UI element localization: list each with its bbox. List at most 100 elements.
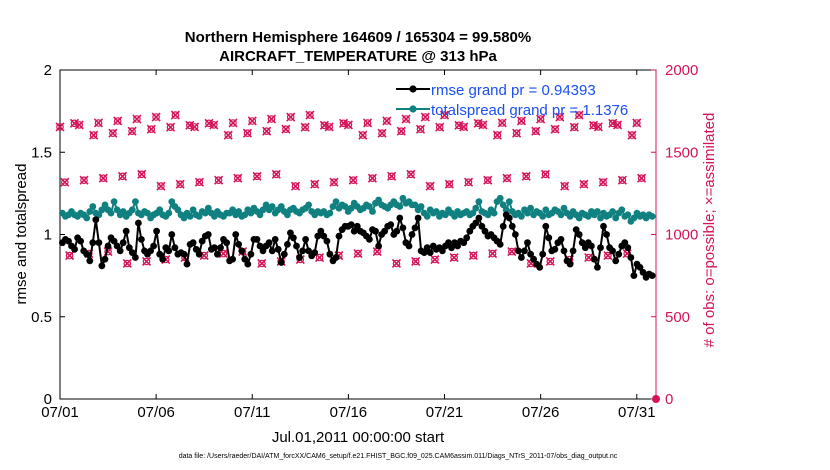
rmse-point: [192, 245, 200, 253]
rmse-point: [408, 231, 416, 238]
obs-assimilated-marker: [415, 124, 426, 134]
obs-possible-marker: [142, 257, 151, 266]
rmse-point: [256, 242, 264, 250]
obs-possible-marker: [541, 170, 550, 179]
totalspread-point: [594, 208, 601, 215]
obs-assimilated-marker: [516, 116, 526, 126]
totalspread-point: [369, 208, 376, 215]
rmse-point: [290, 234, 297, 242]
obs-assimilated-marker: [531, 126, 541, 136]
obs-count-markers: [55, 110, 660, 403]
totalspread-point: [560, 204, 568, 212]
obs-possible-marker: [459, 123, 468, 131]
rmse-point: [475, 214, 483, 222]
obs-assimilated-marker: [117, 171, 128, 181]
rmse-point: [223, 239, 231, 247]
totalspread-point: [366, 203, 373, 210]
y-right-tick-label: 1000: [665, 227, 698, 244]
rmse-point: [478, 222, 486, 230]
rmse-point: [381, 227, 388, 235]
obs-possible-marker: [531, 127, 540, 136]
obs-zero-marker: [652, 395, 660, 403]
rmse-point: [296, 254, 303, 261]
rmse-point: [536, 264, 544, 271]
rmse-point: [591, 255, 598, 263]
rmse-point: [244, 260, 252, 268]
obs-assimilated-marker: [382, 116, 392, 126]
x-tick-label: 07/16: [330, 404, 368, 421]
obs-possible-marker: [176, 180, 185, 189]
totalspread-point: [101, 201, 109, 209]
y-left-tick-label: 1: [44, 227, 52, 244]
totalspread-point: [165, 209, 173, 217]
obs-assimilated-marker: [151, 112, 161, 122]
totalspread-point: [195, 213, 203, 220]
obs-possible-marker: [301, 123, 309, 132]
rmse-point: [238, 247, 246, 255]
rmse-point: [159, 255, 167, 263]
obs-assimilated-marker: [194, 177, 204, 187]
rmse-point: [183, 260, 191, 268]
x-tick-label: 07/01: [41, 404, 79, 421]
obs-possible-marker: [450, 253, 458, 262]
rmse-point: [387, 221, 395, 229]
rmse-point: [77, 237, 84, 245]
rmse-point: [323, 237, 331, 245]
obs-possible-marker: [402, 115, 410, 123]
totalspread-point: [235, 208, 243, 215]
totalspread-point: [156, 206, 164, 214]
rmse-point: [305, 247, 312, 255]
rmse-point: [578, 239, 586, 247]
rmse-point: [481, 227, 489, 235]
obs-assimilated-marker: [468, 250, 478, 261]
rmse-point: [396, 214, 404, 222]
obs-possible-marker: [421, 113, 430, 121]
obs-possible-marker: [118, 172, 127, 181]
totalspread-point: [132, 198, 139, 206]
obs-possible-marker: [229, 119, 237, 127]
obs-assimilated-marker: [363, 118, 373, 128]
y-left-tick-label: 0: [44, 391, 52, 408]
obs-possible-marker: [435, 123, 444, 132]
obs-assimilated-marker: [132, 114, 142, 124]
obs-possible-marker: [445, 180, 454, 189]
rmse-point: [293, 242, 300, 250]
obs-assimilated-marker: [79, 175, 89, 185]
x-tick-label: 07/06: [137, 404, 175, 421]
rmse-series: [59, 211, 656, 281]
obs-possible-marker: [431, 255, 439, 264]
rmse-point: [347, 221, 355, 229]
totalspread-point: [107, 209, 115, 217]
legend: rmse grand pr = 0.94393 totalspread gran…: [396, 82, 628, 119]
obs-assimilated-marker: [401, 114, 411, 124]
totalspread-point: [341, 203, 349, 210]
obs-possible-marker: [507, 247, 516, 256]
obs-assimilated-marker: [305, 110, 315, 120]
totalspread-point: [624, 211, 632, 219]
rmse-point: [302, 236, 309, 243]
totalspread-point: [575, 214, 583, 222]
rmse-point: [311, 249, 319, 256]
y-axis-label-left: rmse and totalspread: [13, 164, 30, 305]
obs-possible-marker: [397, 127, 406, 136]
rmse-point: [542, 222, 550, 230]
obs-possible-marker: [368, 174, 377, 183]
obs-possible-marker: [267, 115, 276, 123]
rmse-point: [320, 232, 328, 240]
chart-title-line2: AIRCRAFT_TEMPERATURE @ 313 hPa: [219, 48, 497, 65]
obs-assimilated-marker: [478, 120, 488, 130]
obs-assimilated-marker: [175, 179, 185, 189]
data-file-footer: data file: /Users/raeder/DAI/ATM_forcXX/…: [179, 453, 618, 460]
obs-possible-marker: [248, 117, 257, 125]
rmse-point: [518, 254, 525, 261]
totalspread-point: [527, 204, 534, 212]
rmse-point: [539, 250, 547, 258]
totalspread-point: [110, 198, 118, 206]
totalspread-point: [648, 213, 656, 220]
rmse-point: [508, 222, 516, 230]
obs-assimilated-marker: [89, 130, 99, 140]
obs-possible-marker: [512, 129, 521, 138]
obs-assimilated-marker: [300, 122, 310, 132]
rmse-point: [241, 255, 249, 263]
rmse-point: [95, 239, 103, 247]
